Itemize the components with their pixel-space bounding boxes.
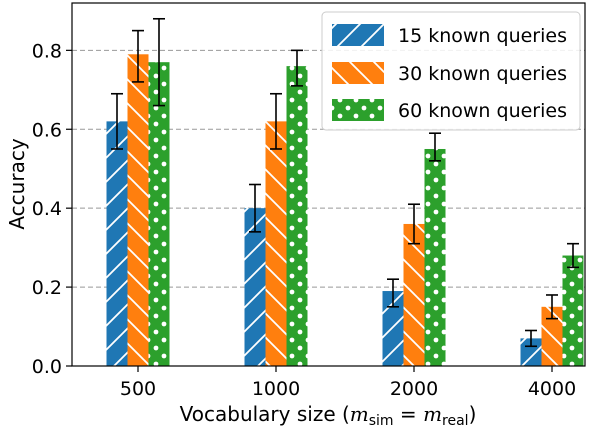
x-tick-label: 2000 [390,378,438,400]
x-axis-label-sub2: real [442,413,469,429]
legend-label-15: 15 known queries [398,25,567,47]
bar [244,208,266,366]
bar [127,54,149,366]
y-tick-label: 0.4 [32,198,62,220]
y-tick-label: 0.8 [32,40,62,62]
bar [541,306,563,366]
x-axis-label-m2: m [423,402,442,426]
y-tick-label: 0.2 [32,277,62,299]
bar [403,223,425,366]
plot-frame [71,2,586,367]
x-tick-label: 1000 [252,378,300,400]
x-axis-label-sub1: sim [369,413,394,429]
x-tick-label: 4000 [528,378,576,400]
x-axis-label-prefix: Vocabulary size ( [180,402,350,426]
legend-swatch-15 [332,24,384,46]
bar [148,62,170,366]
error-bars [111,17,579,348]
legend-label-60: 60 known queries [398,100,567,122]
legend-swatch-60 [332,99,384,121]
bar [382,291,404,366]
x-axis-ticks: 500 1000 2000 4000 [120,366,576,400]
legend: 15 known queries 30 known queries 60 kno… [321,11,581,131]
bar [106,121,128,366]
x-tick-label: 500 [120,378,156,400]
x-axis-label-suffix: ) [469,402,477,426]
bar [424,148,446,366]
bar [520,338,542,366]
x-axis-label: Vocabulary size (msim = mreal) [180,402,477,429]
y-tick-label: 0.0 [32,356,62,378]
bars [106,54,584,366]
bar [286,66,308,366]
x-axis-label-m1: m [350,402,369,426]
y-axis-label: Accuracy [5,138,29,229]
legend-box [321,11,581,131]
y-tick-label: 0.6 [32,119,62,141]
bar [562,255,584,366]
bar [265,121,287,366]
legend-swatch-30 [332,62,384,84]
legend-label-30: 30 known queries [398,63,567,85]
y-axis-ticks: 0.0 0.2 0.4 0.6 0.8 [32,40,72,378]
x-axis-label-eq: = [394,402,423,426]
